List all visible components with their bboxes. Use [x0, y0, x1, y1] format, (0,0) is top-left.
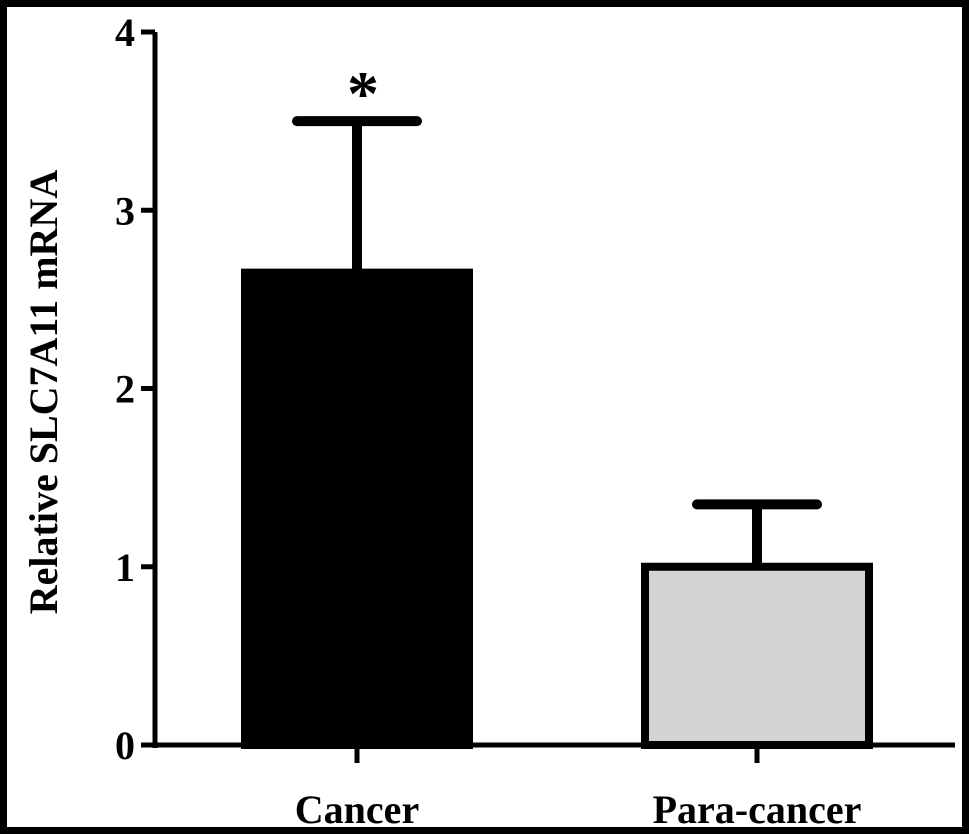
chart-frame: 0 1 2 3 4 Cancer Para-cancer * Relative SLC7A11…	[7, 7, 962, 827]
significance-asterisk: *	[347, 58, 379, 129]
bar-chart: 0 1 2 3 4 Cancer Para-cancer * Relative SLC7A11…	[21, 10, 955, 827]
y-axis-title: Relative SLC7A11 mRNA	[21, 170, 66, 615]
y-tick-label: 2	[115, 367, 135, 412]
y-tick-label: 1	[115, 545, 135, 590]
x-tick-label: Cancer	[295, 787, 419, 827]
bar-cancer	[241, 268, 473, 749]
bar-para-cancer	[641, 562, 873, 749]
y-tick-label: 3	[115, 188, 135, 233]
x-tick-label: Para-cancer	[653, 787, 862, 827]
y-tick-label: 0	[115, 723, 135, 768]
y-tick-label: 4	[115, 10, 135, 55]
